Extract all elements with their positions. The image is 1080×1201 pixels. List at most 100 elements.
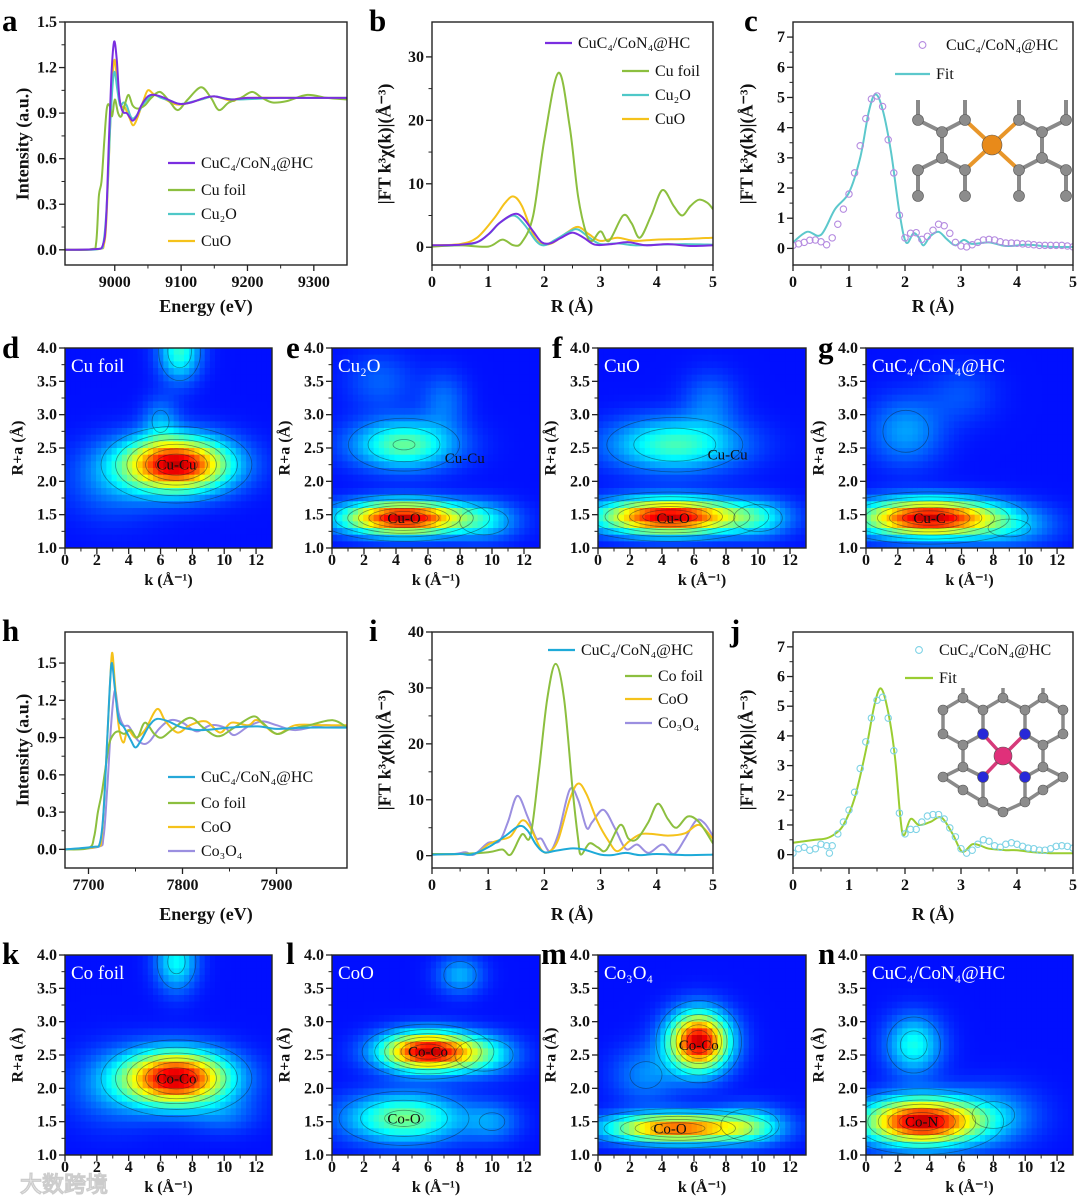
heatmap-cell (519, 421, 525, 429)
heatmap-cell (686, 528, 693, 536)
heatmap-cell (75, 441, 82, 449)
heatmap-cell (696, 454, 703, 462)
heatmap-cell (220, 441, 227, 449)
heatmap-cell (907, 388, 914, 396)
heatmap-cell (598, 354, 604, 362)
heatmap-cell (472, 521, 479, 529)
heatmap-cell (456, 434, 463, 442)
heatmap-cell (209, 481, 216, 489)
y-tick-label: 1.0 (304, 540, 324, 557)
heatmap-cell (194, 394, 201, 402)
heatmap-cell (686, 508, 693, 516)
heatmap-cell (363, 494, 369, 502)
heatmap-cell (743, 488, 750, 496)
heatmap-cell (482, 528, 489, 536)
heatmap-cell (985, 528, 991, 536)
heatmap-cell (368, 388, 375, 396)
heatmap-cell (866, 481, 872, 489)
heatmap-cell (629, 494, 635, 502)
heatmap-cell (451, 508, 458, 516)
heatmap-cell (96, 448, 102, 456)
heatmap-cell (446, 448, 453, 456)
heatmap-cell (948, 401, 955, 409)
heatmap-cell (665, 394, 672, 402)
heatmap-cell (624, 388, 630, 396)
heatmap-cell (85, 414, 92, 422)
heatmap-cell (101, 354, 107, 362)
heatmap-cell (717, 381, 724, 389)
heatmap-cell (871, 441, 877, 449)
heatmap-cell (1005, 408, 1012, 416)
heatmap-cell (127, 508, 133, 516)
heatmap-cell (691, 374, 698, 382)
carbon-atom (912, 164, 924, 176)
heatmap-cell (404, 368, 411, 376)
heatmap-cell (256, 541, 263, 548)
heatmap-cell (650, 508, 656, 516)
heatmap-cell (624, 368, 630, 376)
heatmap-cell (467, 448, 473, 456)
heatmap-cell (943, 454, 950, 462)
heatmap-cell (650, 408, 656, 416)
heatmap-cell (676, 488, 682, 496)
heatmap-cell (795, 448, 802, 456)
heatmap-cell (743, 541, 750, 548)
heatmap-cell (964, 408, 971, 416)
heatmap-cell (985, 361, 991, 369)
heatmap-cell (399, 501, 406, 509)
heatmap-cell (451, 481, 458, 489)
heatmap-cell (933, 448, 940, 456)
heatmap-cell (147, 528, 154, 536)
heatmap-cell (933, 354, 940, 362)
heatmap-cell (959, 488, 965, 496)
heatmap-cell (347, 394, 354, 402)
heatmap-cell (441, 381, 447, 389)
heatmap-cell (436, 368, 442, 376)
heatmap-cell (938, 468, 945, 476)
heatmap-cell (696, 534, 703, 542)
heatmap-cell (728, 421, 734, 429)
x-tick-label: 10 (216, 552, 232, 569)
heatmap-cell (425, 488, 432, 496)
heatmap-cell (912, 428, 919, 436)
heatmap-cell (922, 541, 929, 548)
heatmap-cell (240, 414, 247, 422)
heatmap-cell (534, 414, 540, 422)
heatmap-cell (712, 388, 719, 396)
heatmap-cell (152, 454, 159, 462)
heatmap-cell (240, 348, 247, 356)
heatmap-cell (1005, 514, 1012, 522)
heatmap-cell (85, 381, 92, 389)
heatmap-cell (266, 408, 272, 416)
heatmap-cell (691, 521, 698, 529)
heatmap-cell (681, 414, 687, 422)
heatmap-cell (404, 501, 411, 509)
heatmap-cell (876, 414, 883, 422)
heatmap-cell (748, 461, 755, 469)
heatmap-cell (101, 361, 107, 369)
heatmap-cell (204, 348, 211, 356)
heatmap-cell (660, 388, 667, 396)
heatmap-cell (137, 481, 144, 489)
heatmap-cell (717, 441, 724, 449)
heatmap-cell (451, 414, 458, 422)
heatmap-cell (467, 514, 473, 522)
heatmap-cell (261, 501, 268, 509)
heatmap-cell (785, 528, 791, 536)
heatmap-cell (1010, 461, 1017, 469)
heatmap-cell (384, 421, 390, 429)
heatmap-cell (948, 528, 955, 536)
heatmap-cell (785, 448, 791, 456)
heatmap-cell (728, 368, 734, 376)
heatmap-cell (891, 474, 898, 482)
heatmap-cell (189, 421, 195, 429)
heatmap-cell (1005, 434, 1012, 442)
heatmap-cell (618, 354, 625, 362)
heatmap-cell (441, 448, 447, 456)
heatmap-cell (204, 534, 211, 542)
heatmap-cell (902, 514, 908, 522)
heatmap-cell (748, 494, 755, 502)
heatmap-cell (152, 441, 159, 449)
heatmap-cell (639, 368, 646, 376)
heatmap-cell (451, 454, 458, 462)
